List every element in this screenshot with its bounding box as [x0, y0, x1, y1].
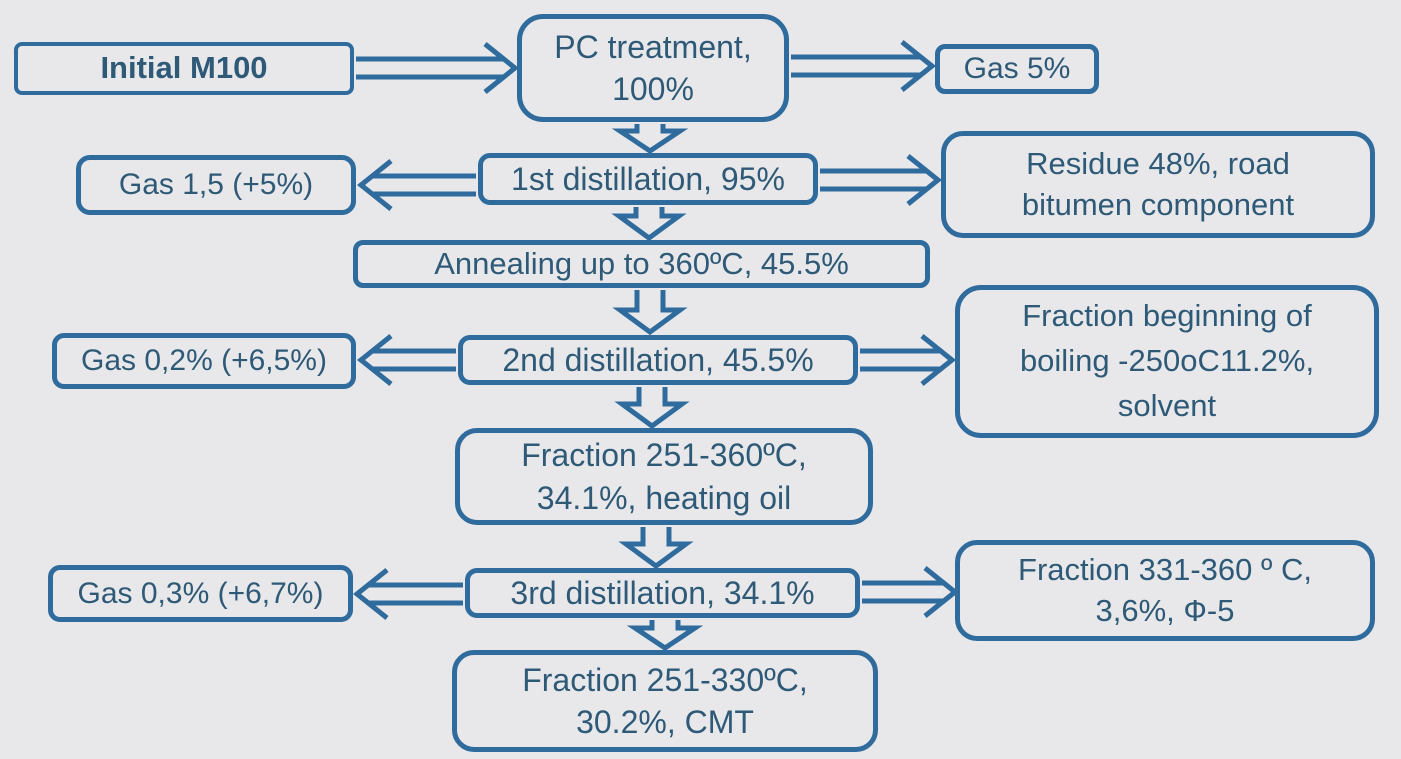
- arrow-dist2-to-gas02: [356, 334, 456, 386]
- box-fraction-251-330-line1: Fraction 251-330ºC,: [522, 661, 808, 698]
- box-gas-5-label: Gas 5%: [963, 52, 1071, 86]
- arrow-dist2-to-frac360: [614, 387, 690, 430]
- box-residue-line1: Residue 48%, road: [1026, 145, 1290, 181]
- arrow-pc-to-gas5: [791, 40, 937, 92]
- box-1st-distillation-label: 1st distillation, 95%: [511, 160, 785, 197]
- arrow-annealing-to-dist2: [612, 290, 688, 336]
- box-gas-0-3: Gas 0,3% (+6,7%): [48, 565, 353, 622]
- box-gas-0-3-label: Gas 0,3% (+6,7%): [77, 576, 324, 610]
- box-gas-0-2: Gas 0,2% (+6,5%): [52, 333, 356, 389]
- arrow-initial-to-pc: [356, 42, 520, 94]
- box-annealing-label: Annealing up to 360ºC, 45.5%: [434, 245, 849, 281]
- box-gas-0-2-label: Gas 0,2% (+6,5%): [81, 344, 327, 378]
- arrow-dist1-to-annealing: [611, 207, 687, 242]
- box-fraction-boiling-line2: boiling -250oC11.2%,: [1019, 343, 1315, 379]
- box-fraction-251-330: Fraction 251-330ºC, 30.2%, CMT: [452, 650, 878, 752]
- box-annealing: Annealing up to 360ºC, 45.5%: [353, 240, 930, 288]
- box-gas-5: Gas 5%: [935, 44, 1099, 94]
- arrow-dist1-to-residue: [820, 154, 943, 206]
- box-residue-bitumen: Residue 48%, road bitumen component: [941, 131, 1375, 238]
- box-initial-m100: Initial M100: [14, 42, 354, 95]
- box-fraction-331-360-line1: Fraction 331-360 º C,: [1018, 551, 1312, 587]
- box-gas-1-5: Gas 1,5 (+5%): [76, 155, 356, 215]
- box-2nd-distillation-label: 2nd distillation, 45.5%: [502, 341, 814, 378]
- box-fraction-251-330-line2: 30.2%, CMT: [576, 704, 754, 740]
- box-gas-1-5-label: Gas 1,5 (+5%): [118, 168, 314, 202]
- box-pc-treatment-line1: PC treatment,: [554, 28, 752, 65]
- box-pc-treatment: PC treatment, 100%: [517, 14, 789, 122]
- box-fraction-boiling-solvent: Fraction beginning of boiling -250oC11.2…: [955, 285, 1379, 438]
- box-fraction-251-360-line1: Fraction 251-360ºC,: [521, 437, 807, 474]
- box-fraction-boiling-line3: solvent: [1117, 387, 1217, 423]
- box-initial-m100-label: Initial M100: [100, 50, 268, 86]
- arrow-dist1-to-gas15: [356, 159, 476, 211]
- arrow-pc-to-dist1: [611, 124, 689, 155]
- box-3rd-distillation: 3rd distillation, 34.1%: [465, 568, 860, 618]
- arrow-dist3-to-gas03: [352, 568, 463, 620]
- arrow-dist3-to-frac330: [626, 620, 704, 652]
- arrow-frac360-to-dist3: [618, 527, 694, 570]
- arrow-dist2-to-fracboil: [860, 334, 957, 386]
- box-fraction-251-360: Fraction 251-360ºC, 34.1%, heating oil: [455, 428, 873, 525]
- box-fraction-boiling-line1: Fraction beginning of: [1022, 298, 1312, 334]
- box-2nd-distillation: 2nd distillation, 45.5%: [458, 335, 858, 385]
- arrow-dist3-to-frac331: [862, 566, 960, 618]
- box-3rd-distillation-label: 3rd distillation, 34.1%: [510, 574, 815, 611]
- box-1st-distillation: 1st distillation, 95%: [478, 153, 818, 205]
- box-fraction-331-360-line2: 3,6%, Ф-5: [1095, 592, 1235, 628]
- box-pc-treatment-line2: 100%: [612, 71, 694, 107]
- box-fraction-251-360-line2: 34.1%, heating oil: [536, 479, 792, 516]
- box-fraction-331-360: Fraction 331-360 º C, 3,6%, Ф-5: [955, 540, 1375, 641]
- box-residue-line2: bitumen component: [1021, 186, 1295, 222]
